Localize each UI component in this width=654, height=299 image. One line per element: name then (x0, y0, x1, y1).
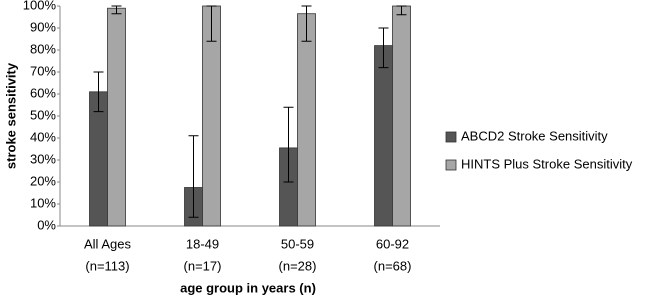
error-bar (111, 5, 122, 15)
y-tick-label: 100% (23, 0, 57, 12)
y-tick-label: 0% (37, 217, 56, 232)
x-tick-label: 18-49 (186, 236, 219, 251)
y-tick-label: 70% (30, 63, 56, 78)
error-bar (378, 27, 389, 69)
error-bar (93, 71, 104, 113)
y-tick-label: 20% (30, 173, 56, 188)
bar (107, 7, 126, 227)
x-tick-label: All Ages (84, 236, 131, 251)
y-axis-title: stroke sensitivity (3, 62, 18, 169)
y-tick-label: 30% (30, 151, 56, 166)
y-tick-label: 80% (30, 41, 56, 56)
bar (297, 13, 316, 227)
x-tick-label: (n=113) (85, 258, 129, 273)
x-tick-label: (n=28) (279, 258, 317, 273)
x-tick-label: 60-92 (376, 236, 409, 251)
y-tick-label: 60% (30, 85, 56, 100)
legend-swatch (445, 159, 457, 171)
error-bar (206, 5, 217, 42)
legend-swatch (445, 131, 457, 143)
bar (392, 5, 411, 227)
legend-label: ABCD2 Stroke Sensitivity (461, 128, 608, 143)
x-tick-label: (n=17) (184, 258, 222, 273)
y-tick-label: 50% (30, 107, 56, 122)
y-tick-label: 90% (30, 19, 56, 34)
y-tick-label: 10% (30, 195, 56, 210)
bar (374, 45, 393, 227)
error-bar (396, 5, 407, 16)
legend-label: HINTS Plus Stroke Sensitivity (461, 156, 633, 171)
error-bar (301, 5, 312, 42)
x-tick-label: 50-59 (281, 236, 314, 251)
x-tick-label: (n=68) (374, 258, 412, 273)
error-bar (283, 106, 294, 183)
error-bar (188, 135, 199, 218)
y-tick-label: 40% (30, 129, 56, 144)
x-axis-title: age group in years (n) (180, 280, 316, 295)
